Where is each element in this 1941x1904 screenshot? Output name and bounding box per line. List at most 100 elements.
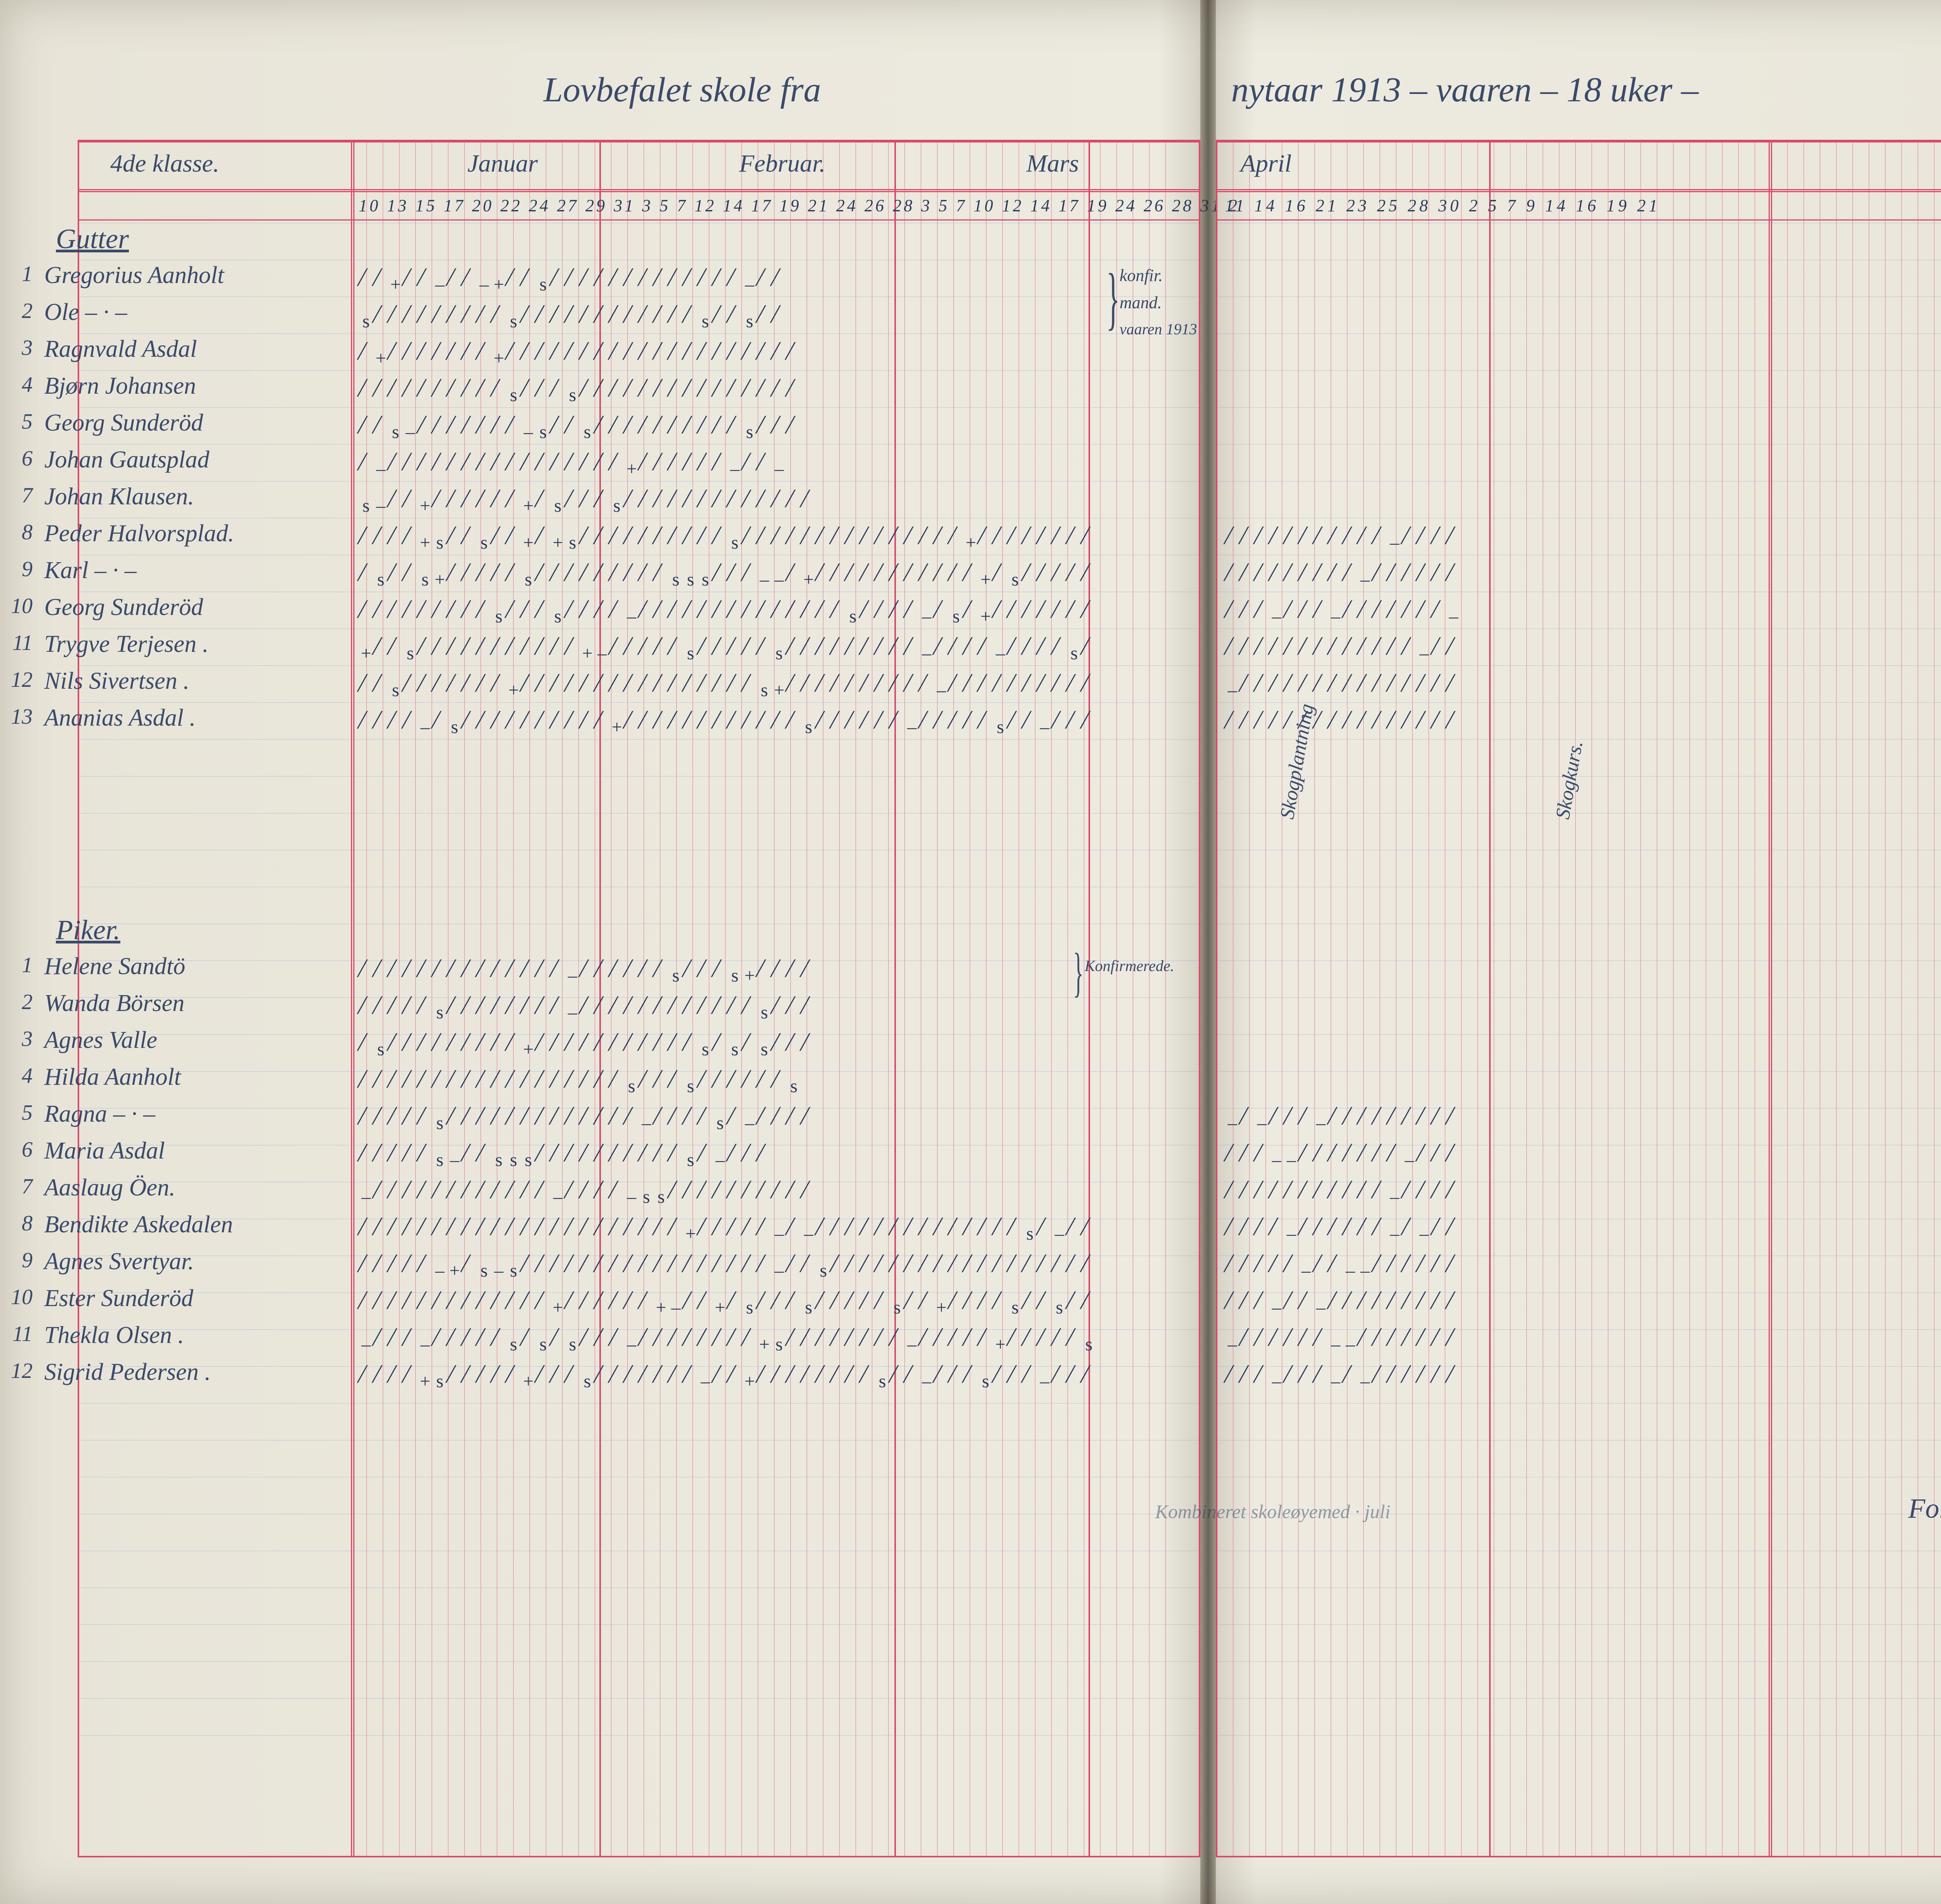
date-row-right: 11 14 16 21 23 25 28 30 2 5 7 9 14 16 19… bbox=[1225, 196, 1661, 215]
tally-row: ///–//–///////// bbox=[1225, 1285, 1941, 1322]
tally-row: s–//+//////+/s///s///////////// bbox=[359, 483, 1199, 520]
day-vline bbox=[1249, 141, 1250, 1856]
tally-row: /////////s///s////–//////////////s////–/… bbox=[359, 594, 1199, 631]
vline-month-4 bbox=[1489, 141, 1491, 1856]
row-hline bbox=[79, 1624, 1199, 1625]
student-name: Sigrid Pedersen . bbox=[44, 1359, 211, 1386]
row-number: 6 bbox=[9, 446, 33, 471]
row-number: 8 bbox=[9, 520, 33, 545]
row-number: 11 bbox=[9, 631, 33, 655]
grid-left: 4de klasse. Januar Februar. Mars 10 13 1… bbox=[78, 140, 1200, 1857]
row-number: 10 bbox=[9, 1285, 33, 1310]
tally-row: //////////////–//////s///s+//// bbox=[359, 953, 1199, 990]
row-hline bbox=[1217, 1403, 1941, 1404]
student-name: Agnes Svertyar. bbox=[44, 1248, 194, 1275]
tally-row: –////////////–////–ss////////// bbox=[359, 1174, 1199, 1211]
student-name: Wanda Börsen bbox=[44, 990, 184, 1017]
month-februar: Februar. bbox=[739, 149, 825, 178]
tally-row: /////////////+//////+–//+/s///s/////s//+… bbox=[359, 1285, 1199, 1322]
tally-row: /////s–//sss//////////s/–/// bbox=[359, 1137, 1199, 1174]
row-number: 13 bbox=[9, 704, 33, 729]
month-mars: Mars bbox=[1026, 149, 1079, 178]
row-number: 11 bbox=[9, 1322, 33, 1346]
day-vline bbox=[1901, 141, 1902, 1856]
row-hline bbox=[1217, 1661, 1941, 1662]
row-hline bbox=[1217, 1624, 1941, 1625]
row-hline bbox=[1217, 407, 1941, 408]
day-vline bbox=[1575, 141, 1576, 1856]
tally-row: //////////////////////+/////–/–/////////… bbox=[359, 1211, 1199, 1248]
row-hline bbox=[1217, 1071, 1941, 1072]
tally-row: //////////////////s///s//////s bbox=[359, 1063, 1199, 1100]
tally-row: /////////–////// bbox=[1225, 557, 1941, 594]
tally-row: /+///////+//////////////////// bbox=[359, 335, 1199, 372]
student-name: Georg Sunderöd bbox=[44, 409, 203, 437]
day-vline bbox=[1689, 141, 1690, 1856]
day-vline bbox=[1298, 141, 1299, 1856]
row-number: 4 bbox=[9, 372, 33, 397]
student-name: Hilda Aanholt bbox=[44, 1063, 181, 1091]
student-name: Bjørn Johansen bbox=[44, 372, 196, 400]
footer-1: Forsömmelsesprosent bbox=[1908, 1492, 1941, 1525]
tally-row: /s/////////+///////////s/s/s/// bbox=[359, 1027, 1199, 1063]
row-hline bbox=[1217, 1698, 1941, 1699]
brace-note-4: Konfirmerede. bbox=[1085, 957, 1174, 975]
tally-row: –/////////////// bbox=[1225, 667, 1941, 704]
student-name: Maria Asdal bbox=[44, 1137, 165, 1165]
section-gutter: Gutter bbox=[56, 223, 129, 255]
date-row-left: 10 13 15 17 20 22 24 27 29 31 3 5 7 12 1… bbox=[359, 196, 1240, 215]
day-vline bbox=[1624, 141, 1625, 1856]
header-rule-1r bbox=[1217, 141, 1941, 190]
row-number: 1 bbox=[9, 262, 33, 287]
student-name: Johan Gautsplad bbox=[44, 446, 209, 474]
tally-row: //s–///////–s//s//////////s/// bbox=[359, 409, 1199, 446]
day-vline bbox=[1526, 141, 1527, 1856]
student-name: Ragna – · – bbox=[44, 1100, 155, 1128]
tally-row: ////+s//s//+/+s//////////s//////////////… bbox=[359, 520, 1199, 557]
row-number: 9 bbox=[9, 1248, 33, 1273]
month-januar: Januar bbox=[467, 149, 538, 178]
tally-row: –//////––/////// bbox=[1225, 1322, 1941, 1359]
student-name: Ester Sunderöd bbox=[44, 1285, 193, 1312]
day-vline bbox=[1363, 141, 1364, 1856]
tally-row: /////–//––////// bbox=[1225, 1248, 1941, 1285]
tally-row: ////+s/////+///s///////–//+////////s//–/… bbox=[359, 1359, 1199, 1395]
student-name: Ananias Asdal . bbox=[44, 704, 196, 732]
tally-row: s/////////s////////////s//s// bbox=[359, 299, 1199, 335]
row-hline bbox=[1217, 1034, 1941, 1035]
row-hline bbox=[1217, 370, 1941, 371]
tally-row: //+//–//–+//s/////////////–// bbox=[359, 262, 1199, 299]
grid-right: April mødt s + – 11 14 16 21 23 25 28 30… bbox=[1216, 140, 1941, 1857]
day-vline bbox=[1787, 141, 1788, 1856]
month-april: April bbox=[1241, 149, 1292, 178]
row-number: 5 bbox=[9, 409, 33, 434]
left-page: Lovbefalet skole fra 4de klasse. Januar … bbox=[0, 0, 1208, 1904]
row-number: 2 bbox=[9, 299, 33, 323]
row-number: 6 bbox=[9, 1137, 33, 1162]
student-name: Bendikte Askedalen bbox=[44, 1211, 233, 1239]
day-vline bbox=[1738, 141, 1739, 1856]
student-name: Georg Sunderöd bbox=[44, 594, 203, 621]
book-spine bbox=[1200, 0, 1216, 1904]
tally-row: /s//s+/////s/////////sss///––/+/////////… bbox=[359, 557, 1199, 594]
row-hline bbox=[79, 1698, 1199, 1699]
page-title-right: nytaar 1913 – vaaren – 18 uker – bbox=[1231, 70, 1699, 110]
row-number: 1 bbox=[9, 953, 33, 978]
tally-row: /////s////////–////////////s/// bbox=[359, 990, 1199, 1027]
page-title-left: Lovbefalet skole fra bbox=[543, 70, 821, 110]
tally-row: +//s///////////+–/////s/////s/////////–/… bbox=[359, 631, 1199, 667]
row-hline bbox=[79, 776, 1199, 777]
student-name: Thekla Olsen . bbox=[44, 1322, 184, 1349]
tally-row: ///–///–///////– bbox=[1225, 594, 1941, 631]
student-name: Ole – · – bbox=[44, 299, 127, 326]
row-number: 4 bbox=[9, 1063, 33, 1088]
tally-row: /////–+/s–s/////////////////–//s////////… bbox=[359, 1248, 1199, 1285]
student-name: Gregorius Aanholt bbox=[44, 262, 224, 289]
tally-row: ///––///////–/// bbox=[1225, 1137, 1941, 1174]
tally-row: ///////////–//// bbox=[1225, 1174, 1941, 1211]
row-number: 10 bbox=[9, 594, 33, 618]
tally-row: ///–///–/–////// bbox=[1225, 1359, 1941, 1395]
footer-faint: Kombineret skoleøyemed · juli bbox=[1155, 1500, 1391, 1523]
tally-row: ///////////–//// bbox=[1225, 520, 1941, 557]
row-hline bbox=[1217, 997, 1941, 998]
